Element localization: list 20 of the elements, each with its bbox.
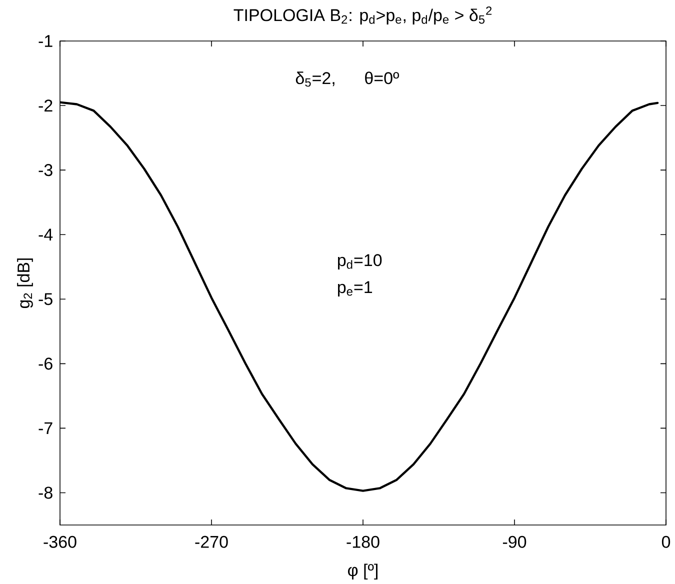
y-tick-label: -4 <box>38 228 53 240</box>
y-tick-label: -8 <box>38 486 52 499</box>
x-tick-label: 0 <box>662 536 670 548</box>
y-tick-label: -7 <box>38 422 52 434</box>
chart-title: TIPOLOGIA B$_{2}$: p$_{d}$>p$_{e}$, p$_{d}$/p$_{e}$ > δ$_{5}$2 <box>234 6 492 25</box>
y-tick-label: -3 <box>38 164 52 176</box>
x-tick-label: -180 <box>346 536 380 548</box>
annotation: δ$_{5}$=2, <box>296 72 334 87</box>
x-tick-label: -360 <box>44 536 76 548</box>
annotation: θ=0º <box>365 72 400 84</box>
annotation: p$_{e}$=1 <box>338 281 372 297</box>
y-tick-label: -2 <box>38 100 52 112</box>
x-tick-label: -270 <box>195 536 228 548</box>
y-tick-label: -1 <box>38 35 52 47</box>
y-tick-label: -6 <box>38 358 52 370</box>
x-axis-title: φ [º] <box>348 564 378 580</box>
y-axis-title: g$_{2}$ [dB] <box>17 258 33 308</box>
annotation: p$_{d}$=10 <box>338 254 382 270</box>
x-tick-label: -90 <box>502 536 526 548</box>
y-tick-label: -5 <box>38 293 52 306</box>
